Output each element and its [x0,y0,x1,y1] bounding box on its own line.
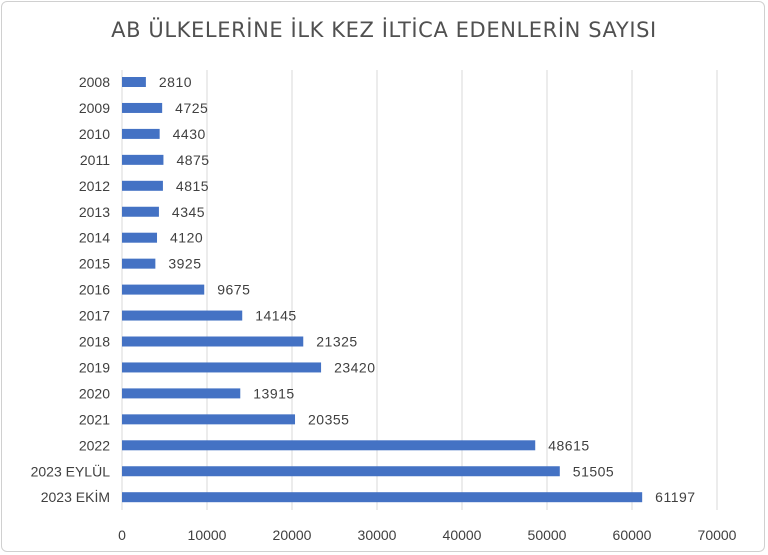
data-label: 13915 [253,385,294,401]
bar [122,232,158,243]
category-label: 2020 [79,385,110,401]
category-label: 2023 EYLÜL [31,462,111,479]
bar [122,336,304,347]
data-label: 61197 [655,489,695,505]
category-label: 2022 [79,437,110,453]
bar [122,492,643,503]
data-label: 4120 [170,230,203,246]
labels: 0 10000 20000 30000 40000 50000 60000 70000 2008… [31,74,737,543]
x-tick-label: 60000 [613,527,652,543]
grid-lines [121,70,718,510]
category-label: 2012 [79,178,110,194]
bar [122,154,164,165]
bar [122,388,241,399]
x-tick-label: 70000 [698,527,737,543]
x-tick-label: 50000 [528,527,567,543]
bar [122,362,322,373]
category-label: 2016 [79,282,110,298]
bar [122,440,536,451]
bar [122,284,205,295]
bar [122,77,146,87]
data-label: 4725 [175,100,208,116]
bar [122,102,163,113]
data-label: 4875 [176,152,209,168]
data-label: 14145 [255,308,296,324]
x-tick-label: 40000 [443,527,482,543]
data-label: 48615 [548,437,589,453]
x-tick-label: 30000 [358,527,397,543]
data-label: 2810 [159,74,192,90]
category-label: 2009 [79,100,110,116]
bar [122,206,159,217]
data-label: 20355 [308,411,349,427]
bar [122,466,560,477]
data-label: 51505 [573,463,614,479]
bar [122,180,163,191]
category-label: 2015 [79,256,110,272]
data-label: 4815 [176,178,209,194]
data-label: 4345 [172,204,205,220]
data-label: 3925 [168,256,201,272]
data-label: 4430 [173,126,206,142]
bar [122,310,243,321]
data-label: 23420 [334,359,375,375]
category-label: 2021 [79,411,110,427]
data-label: 21325 [316,334,357,350]
category-label: 2011 [80,152,110,168]
category-label: 2013 [79,204,110,220]
category-label: 2014 [79,230,110,246]
bar [122,414,296,425]
category-label: 2019 [79,359,110,375]
category-label: 2018 [79,334,110,350]
category-label: 2008 [79,74,110,90]
category-label: 2017 [79,308,110,324]
data-label: 9675 [217,282,250,298]
bar [122,258,156,269]
x-tick-label: 10000 [188,527,227,543]
bar [122,128,160,139]
x-tick-label: 0 [118,527,126,543]
x-tick-label: 20000 [273,527,312,543]
bars [122,77,643,503]
category-label: 2023 EKİM [41,488,110,505]
category-label: 2010 [79,126,110,142]
chart-title: AB ÜLKELERİNE İLK KEZ İLTİCA EDENLERİN S… [111,18,657,42]
